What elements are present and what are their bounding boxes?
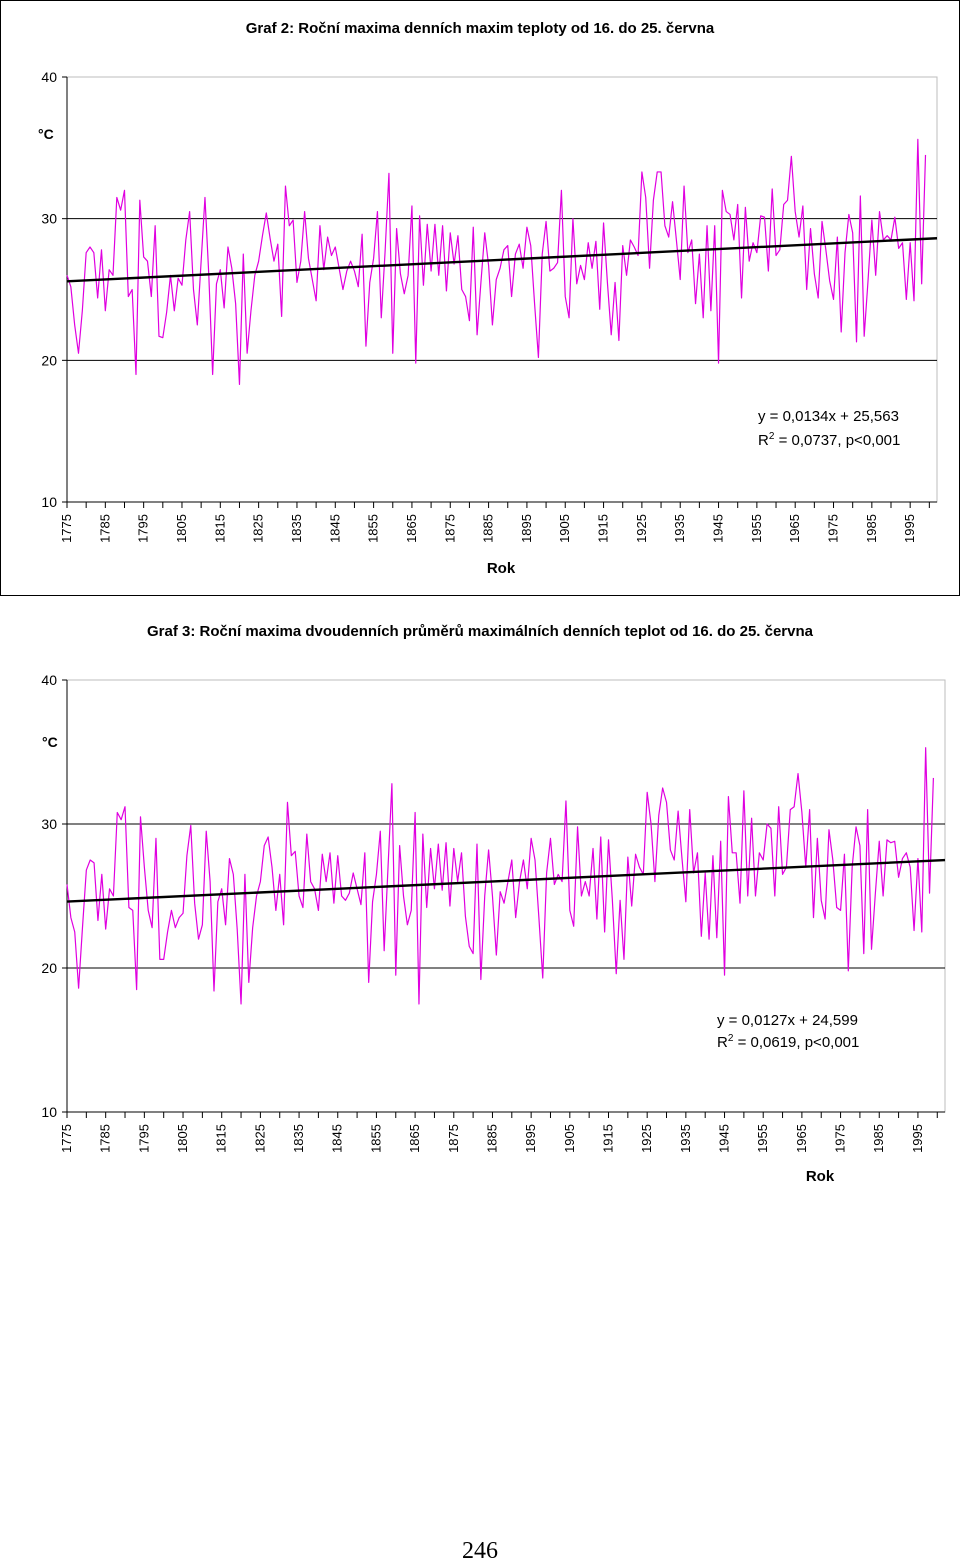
x-tick-label: 1785 <box>97 514 112 543</box>
x-tick-label: 1875 <box>442 514 457 543</box>
trend-equation: y = 0,0134x + 25,563 <box>758 408 899 425</box>
x-tick-label: 1995 <box>910 1124 925 1153</box>
x-tick-label: 1895 <box>523 1124 538 1153</box>
x-tick-label: 1855 <box>368 1124 383 1153</box>
r2-value: = 0,0737, p<0,001 <box>774 432 900 449</box>
x-tick-label: 1795 <box>136 1124 151 1153</box>
x-tick-label: 1915 <box>600 1124 615 1153</box>
y-axis-unit: °C <box>38 126 54 142</box>
trendline <box>66 237 938 283</box>
x-tick-label: 1965 <box>794 1124 809 1153</box>
chart-title: Graf 3: Roční maxima dvoudenních průměrů… <box>147 623 814 640</box>
r2-label: R <box>717 1034 728 1051</box>
x-tick-label: 1775 <box>59 514 74 543</box>
x-tick-label: 1935 <box>678 1124 693 1153</box>
y-tick-label: 40 <box>41 69 57 85</box>
x-tick-label: 1905 <box>562 1124 577 1153</box>
x-tick-label: 1775 <box>59 1124 74 1153</box>
x-tick-label: 1945 <box>717 1124 732 1153</box>
page-number: 246 <box>462 1538 498 1564</box>
x-tick-label: 1975 <box>826 514 841 543</box>
y-tick-label: 30 <box>41 816 57 832</box>
series-line <box>66 747 934 1005</box>
x-tick-label: 1995 <box>902 514 917 543</box>
trendline <box>66 858 946 903</box>
plot-area <box>66 76 938 503</box>
x-tick-label: 1925 <box>639 1124 654 1153</box>
x-tick-label: 1835 <box>289 514 304 543</box>
y-tick-label: 30 <box>41 211 57 227</box>
x-tick-label: 1915 <box>596 514 611 543</box>
x-tick-label: 1975 <box>833 1124 848 1153</box>
x-tick-label: 1845 <box>330 1124 345 1153</box>
x-tick-label: 1875 <box>446 1124 461 1153</box>
x-tick-label: 1795 <box>136 514 151 543</box>
chart-title: Graf 2: Roční maxima denních maxim teplo… <box>246 20 715 37</box>
trend-r2: R2 = 0,0737, p<0,001 <box>758 431 900 449</box>
x-tick-label: 1945 <box>711 514 726 543</box>
x-tick-label: 1925 <box>634 514 649 543</box>
x-tick-label: 1785 <box>98 1124 113 1153</box>
x-tick-label: 1885 <box>484 1124 499 1153</box>
chart-graf-2: Graf 2: Roční maxima denních maxim teplo… <box>0 0 960 596</box>
x-tick-label: 1825 <box>251 514 266 543</box>
x-tick-label: 1985 <box>864 514 879 543</box>
y-tick-label: 20 <box>41 352 57 368</box>
chart-graf-2-svg: Graf 2: Roční maxima denních maxim teplo… <box>0 0 960 596</box>
r2-value: = 0,0619, p<0,001 <box>733 1034 859 1051</box>
y-axis-unit: °C <box>42 734 58 750</box>
x-tick-label: 1805 <box>174 514 189 543</box>
y-tick-label: 40 <box>41 672 57 688</box>
x-tick-label: 1955 <box>755 1124 770 1153</box>
x-tick-label: 1955 <box>749 514 764 543</box>
x-tick-label: 1815 <box>214 1124 229 1153</box>
x-tick-label: 1845 <box>327 514 342 543</box>
x-tick-label: 1855 <box>366 514 381 543</box>
x-tick-label: 1805 <box>175 1124 190 1153</box>
x-axis-label: Rok <box>487 560 516 577</box>
x-tick-label: 1985 <box>871 1124 886 1153</box>
chart-graf-3-svg: Graf 3: Roční maxima dvoudenních průměrů… <box>41 623 946 1185</box>
y-tick-label: 20 <box>41 960 57 976</box>
x-tick-label: 1965 <box>787 514 802 543</box>
x-tick-label: 1885 <box>481 514 496 543</box>
x-tick-label: 1905 <box>557 514 572 543</box>
x-tick-label: 1935 <box>672 514 687 543</box>
x-tick-label: 1835 <box>291 1124 306 1153</box>
x-tick-label: 1865 <box>404 514 419 543</box>
x-tick-label: 1825 <box>252 1124 267 1153</box>
x-axis-label: Rok <box>806 1168 835 1185</box>
plot-area <box>66 679 946 1113</box>
x-tick-label: 1865 <box>407 1124 422 1153</box>
series-line <box>66 138 927 386</box>
r2-label: R <box>758 432 769 449</box>
y-tick-label: 10 <box>41 494 57 510</box>
y-tick-label: 10 <box>41 1104 57 1120</box>
trend-equation: y = 0,0127x + 24,599 <box>717 1012 858 1029</box>
trend-r2: R2 = 0,0619, p<0,001 <box>717 1033 859 1051</box>
x-tick-label: 1895 <box>519 514 534 543</box>
x-tick-label: 1815 <box>212 514 227 543</box>
r2-superscript: 2 <box>728 1033 734 1044</box>
chart-graf-3: Graf 3: Roční maxima dvoudenních průměrů… <box>0 604 960 1194</box>
r2-superscript: 2 <box>769 431 775 442</box>
